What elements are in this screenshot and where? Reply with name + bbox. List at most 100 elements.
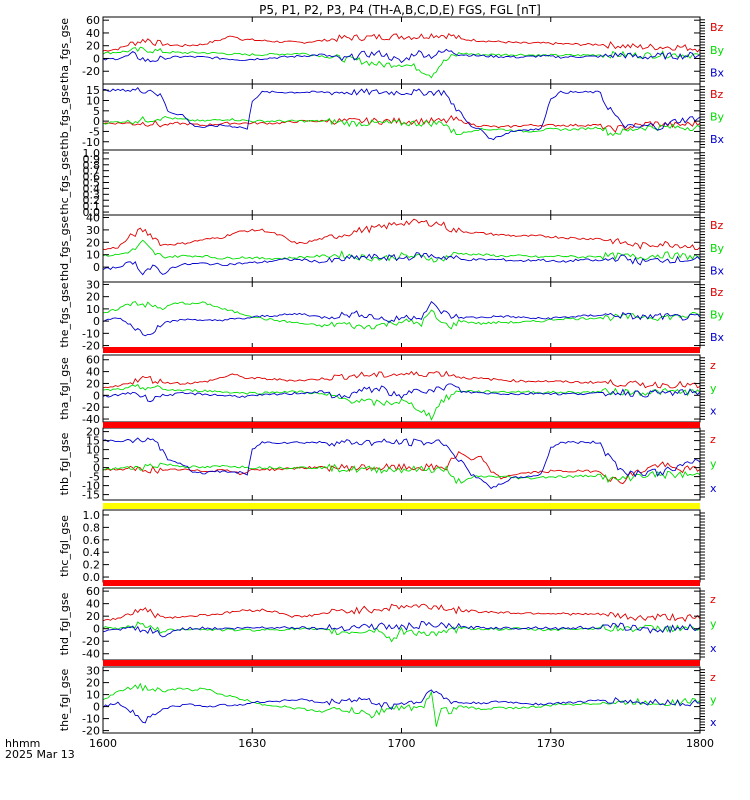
y-tick-label: 10 xyxy=(86,444,100,457)
y-tick-label: -40 xyxy=(82,413,100,426)
y-tick-label: 0.5 xyxy=(83,177,101,190)
series-z-line xyxy=(103,32,700,53)
y-tick-label: 0.6 xyxy=(83,171,101,184)
legend-label-y: By xyxy=(710,110,725,123)
y-tick-label: 40 xyxy=(86,598,100,611)
plot-title: P5, P1, P2, P3, P4 (TH-A,B,C,D,E) FGS, F… xyxy=(259,3,541,17)
series-x-line xyxy=(103,48,700,64)
series-x-line xyxy=(103,252,700,276)
panel-frame xyxy=(102,666,701,734)
series-y-line xyxy=(103,621,700,643)
y-tick-label: 60 xyxy=(86,585,100,598)
y-tick-label: 15 xyxy=(86,435,100,448)
y-tick-label: 0.0 xyxy=(83,571,101,584)
status-bars-group xyxy=(103,347,700,666)
legend-label-z: Bz xyxy=(710,88,724,101)
y-tick-label: 0 xyxy=(93,52,100,65)
y-tick-label: -20 xyxy=(82,65,100,78)
y-tick-label: 0.9 xyxy=(83,153,101,166)
y-tick-label: 1.0 xyxy=(83,509,101,522)
y-tick-label: 0.7 xyxy=(83,165,101,178)
legend-label-y: y xyxy=(710,617,717,630)
y-axis-label: thc_fgl_gse xyxy=(58,515,71,577)
time-format-label: hhmm xyxy=(5,737,40,750)
series-y-line xyxy=(103,239,700,263)
legend-label-z: z xyxy=(710,433,716,446)
series-z-line xyxy=(103,451,700,485)
y-tick-label: 0.0 xyxy=(83,206,101,219)
x-tick-label: 1700 xyxy=(388,737,416,750)
x-tick-label: 1800 xyxy=(686,737,714,750)
legend-label-x: x xyxy=(710,482,717,495)
y-tick-label: 0 xyxy=(93,261,100,274)
status-bar xyxy=(103,580,700,586)
y-tick-label: 0 xyxy=(93,462,100,475)
y-tick-label: 0 xyxy=(93,389,100,402)
y-tick-label: -10 xyxy=(82,480,100,493)
series-y-line xyxy=(103,383,700,421)
y-tick-label: 20 xyxy=(86,40,100,53)
panel-frame xyxy=(102,83,701,151)
y-tick-label: 10 xyxy=(86,249,100,262)
legend-label-z: z xyxy=(710,593,716,606)
y-tick-label: 0.4 xyxy=(83,546,101,559)
y-tick-label: 20 xyxy=(86,377,100,390)
series-y-line xyxy=(103,301,700,330)
panel-frame xyxy=(102,509,701,583)
y-tick-label: 0.8 xyxy=(83,159,101,172)
legend-label-x: x xyxy=(710,642,717,655)
y-tick-label: -5 xyxy=(89,471,100,484)
y-axis-label: tha_fgl_gse xyxy=(58,357,71,420)
panel-thc-fgs-gse: 0.00.10.20.30.40.50.60.70.80.91.0 thc_fgs… xyxy=(58,147,705,219)
y-axis-label: thb_fgl_gse xyxy=(58,432,71,495)
series-y-line xyxy=(103,462,700,485)
y-axis-label: the_fgs_gse xyxy=(58,282,71,347)
panel-frame xyxy=(102,587,701,661)
y-tick-label: -20 xyxy=(82,340,100,353)
y-tick-label: 1.0 xyxy=(83,147,101,160)
y-tick-label: 40 xyxy=(86,211,100,224)
y-axis-label: thb_fgs_gse xyxy=(58,84,71,150)
y-tick-label: 30 xyxy=(86,665,100,678)
y-axis-label: the_fgl_gse xyxy=(58,669,71,732)
legend-label-y: By xyxy=(710,44,725,57)
legend-label-z: z xyxy=(710,359,716,372)
legend-label-z: Bz xyxy=(710,219,724,232)
y-tick-label: -10 xyxy=(82,136,100,149)
status-bar xyxy=(103,422,700,428)
series-x-line xyxy=(103,620,700,638)
y-tick-label: 20 xyxy=(86,610,100,623)
y-tick-label: -10 xyxy=(82,713,100,726)
y-tick-label: 0 xyxy=(93,115,100,128)
y-tick-label: 40 xyxy=(86,27,100,40)
y-tick-label: 0 xyxy=(93,701,100,714)
legend-label-z: Bz xyxy=(710,286,724,299)
time-axis: 1600 1630 1700 1730 1800 xyxy=(89,737,714,750)
legend-label-x: x xyxy=(710,405,717,418)
y-tick-label: 20 xyxy=(86,236,100,249)
y-tick-label: 0.6 xyxy=(83,534,101,547)
y-tick-label: 30 xyxy=(86,278,100,291)
y-tick-label: -20 xyxy=(82,725,100,738)
legend-label-y: y xyxy=(710,382,717,395)
y-tick-label: 0 xyxy=(93,315,100,328)
y-tick-label: 40 xyxy=(86,366,100,379)
panel-frame xyxy=(102,214,701,283)
status-bar xyxy=(103,660,700,666)
legend-label-x: Bx xyxy=(710,331,725,344)
series-x-line xyxy=(103,383,700,403)
series-x-line xyxy=(103,437,700,490)
y-tick-label: 60 xyxy=(86,14,100,27)
series-z-line xyxy=(103,218,700,251)
series-x-line xyxy=(103,87,700,141)
legend-label-x: x xyxy=(710,716,717,729)
status-bar xyxy=(103,347,700,353)
series-z-line xyxy=(103,114,700,133)
y-axis-label: thd_fgl_gse xyxy=(58,592,71,655)
legend-label-x: Bx xyxy=(710,67,725,80)
